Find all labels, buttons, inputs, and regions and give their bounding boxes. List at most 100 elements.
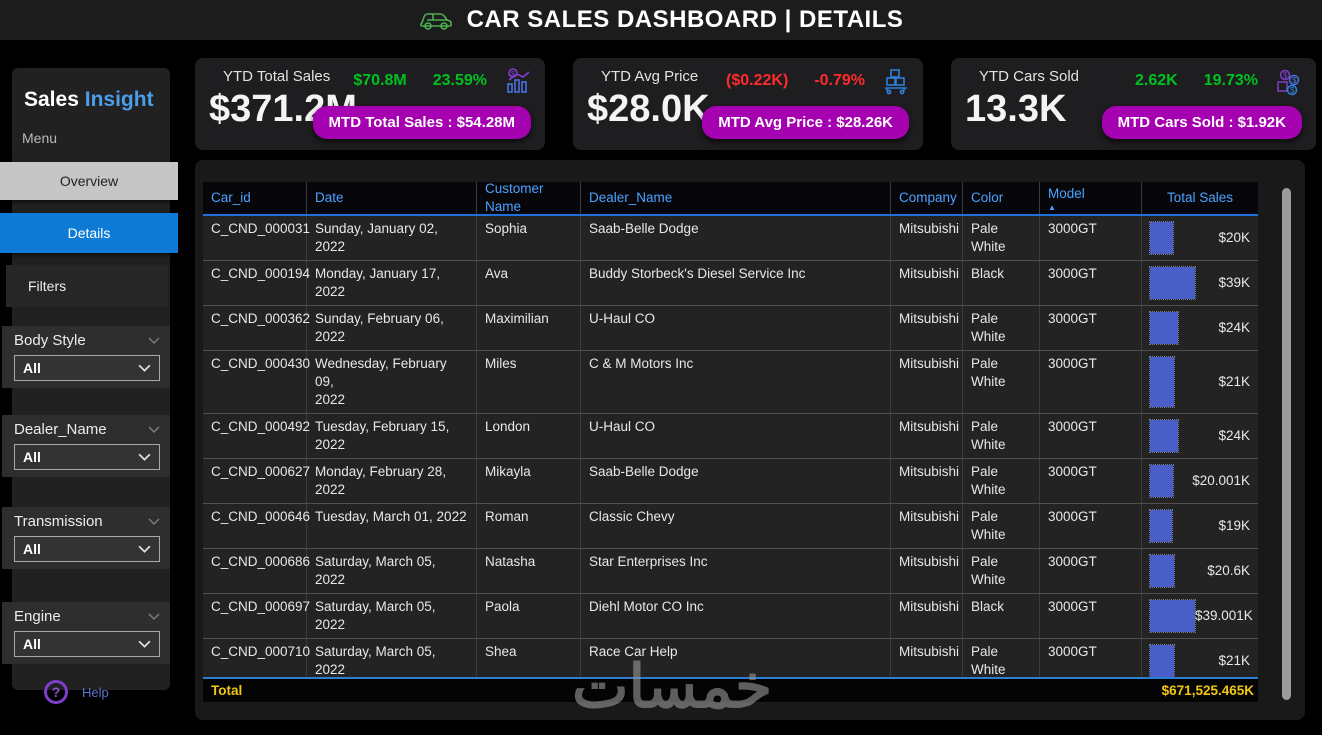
- chevron-down-icon[interactable]: [148, 336, 160, 345]
- cell-customer-name: Mikayla: [477, 459, 581, 503]
- cell-model: 3000GT: [1040, 504, 1142, 548]
- cell-color: Pale White: [963, 216, 1040, 260]
- cell-date: Wednesday, February 09, 2022: [307, 351, 477, 413]
- cell-car-id: C_CND_000646: [203, 504, 310, 548]
- cell-date: Tuesday, February 15, 2022: [307, 414, 477, 458]
- cell-total-sales: $20.6K: [1142, 549, 1258, 593]
- table-row[interactable]: C_CND_000646 Tuesday, March 01, 2022 Rom…: [203, 504, 1258, 549]
- table-header-row: Car_id Date Customer Name Dealer_Name Co…: [203, 181, 1258, 216]
- cell-company: Mitsubishi: [891, 459, 963, 503]
- cell-color: Pale White: [963, 351, 1040, 413]
- cell-date: Sunday, January 02, 2022: [307, 216, 477, 260]
- mtd-avg-price-badge[interactable]: MTD Avg Price : $28.26K: [702, 106, 909, 139]
- dealer-name-dropdown[interactable]: All: [14, 444, 160, 470]
- chevron-down-icon[interactable]: [148, 425, 160, 434]
- cell-company: Mitsubishi: [891, 351, 963, 413]
- cell-total-sales: $20K: [1142, 216, 1258, 260]
- table-row[interactable]: C_CND_000492 Tuesday, February 15, 2022 …: [203, 414, 1258, 459]
- column-header-total-sales[interactable]: Total Sales: [1166, 190, 1234, 205]
- brand-title: Sales Insight: [24, 88, 154, 112]
- cell-total-sales: $39K: [1142, 261, 1258, 305]
- filter-group-engine: Engine All: [2, 602, 170, 664]
- table-scrollbar[interactable]: [1282, 188, 1291, 700]
- kpi-delta-value: ($0.22K): [726, 72, 789, 89]
- table-total-row: Total $671,525.465K: [203, 677, 1258, 702]
- cell-date: Sunday, February 06, 2022: [307, 306, 477, 350]
- cell-color: Pale White: [963, 414, 1040, 458]
- cell-company: Mitsubishi: [891, 306, 963, 350]
- svg-text:$: $: [1292, 76, 1297, 85]
- cell-car-id: C_CND_000627: [203, 459, 310, 503]
- kpi-label: YTD Total Sales: [223, 68, 331, 85]
- kpi-delta-percent: 23.59%: [432, 72, 487, 89]
- cell-car-id: C_CND_000194: [203, 261, 310, 305]
- table-body: C_CND_000031 Sunday, January 02, 2022 So…: [203, 216, 1258, 677]
- cell-total-sales: $24K: [1142, 414, 1258, 458]
- chevron-down-icon: [138, 545, 151, 553]
- kpi-value: 13.3K: [965, 88, 1067, 130]
- cell-model: 3000GT: [1040, 216, 1142, 260]
- column-header-date[interactable]: Date: [307, 182, 477, 214]
- chevron-down-icon: [138, 364, 151, 372]
- filter-label: Dealer_Name: [14, 421, 107, 438]
- brand-accent: Insight: [84, 88, 154, 111]
- table-row[interactable]: C_CND_000031 Sunday, January 02, 2022 So…: [203, 216, 1258, 261]
- sort-ascending-icon: ▲: [1048, 203, 1056, 212]
- cell-company: Mitsubishi: [891, 216, 963, 260]
- column-header-company[interactable]: Company: [891, 182, 963, 214]
- table-row[interactable]: C_CND_000362 Sunday, February 06, 2022 M…: [203, 306, 1258, 351]
- cell-model: 3000GT: [1040, 639, 1142, 677]
- mtd-total-sales-badge[interactable]: MTD Total Sales : $54.28M: [312, 106, 531, 139]
- column-header-car-id[interactable]: Car_id: [203, 182, 307, 214]
- sidebar-item-filters[interactable]: Filters: [6, 265, 168, 307]
- kpi-card-ytd-total-sales: YTD Total Sales $371.2M $70.8M 23.59% $ …: [195, 58, 545, 150]
- chevron-down-icon: [138, 453, 151, 461]
- page-title: CAR SALES DASHBOARD | DETAILS: [466, 6, 904, 33]
- cell-color: Pale White: [963, 504, 1040, 548]
- table-row[interactable]: C_CND_000697 Saturday, March 05, 2022 Pa…: [203, 594, 1258, 639]
- table-row[interactable]: C_CND_000710 Saturday, March 05, 2022 Sh…: [203, 639, 1258, 677]
- column-header-dealer-name[interactable]: Dealer_Name: [581, 182, 891, 214]
- column-header-color[interactable]: Color: [963, 182, 1040, 214]
- engine-dropdown[interactable]: All: [14, 631, 160, 657]
- cell-date: Tuesday, March 01, 2022: [307, 504, 477, 548]
- help-button[interactable]: ? Help: [44, 680, 109, 704]
- cell-customer-name: Sophia: [477, 216, 581, 260]
- total-label: Total: [211, 683, 243, 698]
- dropdown-value: All: [23, 541, 41, 557]
- coins-icon: $ $ $: [1272, 66, 1304, 103]
- filter-group-dealer-name: Dealer_Name All: [2, 415, 170, 477]
- details-table: Car_id Date Customer Name Dealer_Name Co…: [203, 181, 1258, 702]
- cell-model: 3000GT: [1040, 549, 1142, 593]
- table-row[interactable]: C_CND_000194 Monday, January 17, 2022 Av…: [203, 261, 1258, 306]
- sidebar-item-details[interactable]: Details: [0, 213, 178, 253]
- chevron-down-icon[interactable]: [148, 612, 160, 621]
- cell-company: Mitsubishi: [891, 261, 963, 305]
- cell-total-sales: $19K: [1142, 504, 1258, 548]
- chevron-down-icon[interactable]: [148, 517, 160, 526]
- cell-dealer-name: Star Enterprises Inc: [581, 549, 891, 593]
- cell-car-id: C_CND_000031: [203, 216, 310, 260]
- transmission-dropdown[interactable]: All: [14, 536, 160, 562]
- cell-car-id: C_CND_000686: [203, 549, 310, 593]
- chevron-down-icon: [138, 640, 151, 648]
- cell-customer-name: London: [477, 414, 581, 458]
- column-header-model[interactable]: Model ▲: [1040, 182, 1142, 214]
- kpi-label: YTD Cars Sold: [979, 68, 1080, 85]
- table-row[interactable]: C_CND_000627 Monday, February 28, 2022 M…: [203, 459, 1258, 504]
- sales-data-bar: [1149, 509, 1173, 543]
- cell-customer-name: Shea: [477, 639, 581, 677]
- cell-customer-name: Roman: [477, 504, 581, 548]
- sidebar-item-overview[interactable]: Overview: [0, 162, 178, 200]
- mtd-cars-sold-badge[interactable]: MTD Cars Sold : $1.92K: [1101, 106, 1302, 139]
- svg-text:$: $: [1283, 71, 1288, 80]
- cell-color: Black: [963, 261, 1040, 305]
- table-row[interactable]: C_CND_000430 Wednesday, February 09, 202…: [203, 351, 1258, 414]
- table-row[interactable]: C_CND_000686 Saturday, March 05, 2022 Na…: [203, 549, 1258, 594]
- column-header-customer-name[interactable]: Customer Name: [477, 181, 581, 214]
- kpi-delta-percent: -0.79%: [814, 72, 865, 89]
- pallet-icon: [881, 66, 911, 101]
- cell-dealer-name: Buddy Storbeck's Diesel Service Inc: [581, 261, 891, 305]
- cell-model: 3000GT: [1040, 351, 1142, 413]
- body-style-dropdown[interactable]: All: [14, 355, 160, 381]
